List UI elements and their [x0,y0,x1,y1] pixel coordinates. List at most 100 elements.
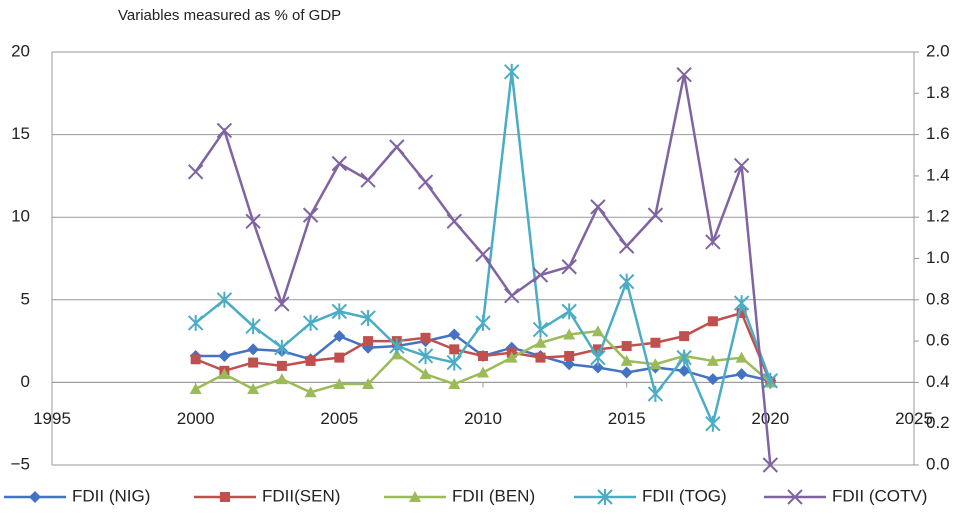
data-point [762,372,779,389]
data-point [678,364,691,377]
data-point [475,314,491,331]
data-point [187,164,204,180]
x-tick-label: 2015 [608,409,646,428]
y2-tick-label: 0.2 [926,413,950,432]
data-point [563,358,576,371]
y2-tick-label: 0.8 [926,289,950,308]
data-point [735,351,748,363]
y-tick-label: 20 [11,41,30,60]
data-point [735,368,748,381]
data-point [563,328,576,340]
data-point [532,267,549,283]
data-point [762,457,779,473]
y-tick-label: −5 [11,454,30,473]
data-point [446,213,462,230]
data-point [475,246,491,263]
data-point [676,349,692,366]
data-point [218,368,231,380]
legend-marker [597,489,613,505]
legend-marker [220,492,230,502]
data-point [216,122,233,139]
data-point [245,318,261,335]
data-point [363,336,374,347]
data-point [706,354,719,366]
data-point [561,259,577,275]
data-point [649,358,662,370]
legend-label: FDII(SEN) [262,486,340,505]
data-point [389,338,405,355]
y-tick-label: 0 [21,372,30,391]
y2-tick-label: 1.2 [926,207,950,226]
data-point [504,63,520,80]
data-point [705,415,721,432]
data-point [647,385,664,402]
data-point [247,383,260,395]
data-point [618,273,635,290]
data-point [302,314,319,331]
data-point [389,139,405,155]
y2-tick-label: 2.0 [926,41,950,60]
data-point [564,350,575,361]
data-point [187,314,204,331]
data-point [676,67,692,83]
data-point [333,378,346,390]
data-point [478,350,488,361]
data-point [535,352,546,363]
data-point [621,341,632,352]
data-point [590,199,606,215]
data-point [647,207,664,223]
x-tick-label: 2005 [320,409,358,428]
data-point [620,366,633,379]
y2-tick-label: 1.0 [926,248,950,267]
data-point [218,349,231,362]
data-point [705,234,721,250]
data-point [707,316,718,327]
x-tick-label: 2020 [751,409,789,428]
data-point [276,360,287,371]
legend-label: FDII (COTV) [832,486,927,505]
data-point [333,330,346,343]
legend-marker [409,491,421,502]
data-point [305,355,316,366]
x-tick-label: 1995 [33,409,71,428]
data-point [592,344,603,355]
data-point [591,325,604,337]
x-tick-label: 2010 [464,409,502,428]
data-point [650,337,661,348]
y2-tick-label: 0.4 [926,372,950,391]
y2-tick-label: 0.6 [926,331,950,350]
data-point [360,172,376,188]
data-point [274,296,290,312]
data-point [591,361,604,374]
data-point [505,351,518,363]
data-point [216,291,233,308]
legend-marker [29,491,41,503]
series-line [194,74,772,466]
data-point [331,303,348,320]
data-point [302,207,319,223]
x-tick-label: 2000 [177,409,215,428]
data-point [331,155,348,172]
data-point [448,378,461,390]
data-point [420,332,431,343]
chart-subtitle: Variables measured as % of GDP [118,7,341,24]
y-tick-label: 5 [21,289,30,308]
data-point [190,354,201,365]
legend-label: FDII (BEN) [452,486,535,505]
data-point [618,238,635,254]
data-point [275,373,288,385]
data-point [477,366,489,378]
data-point [620,354,633,366]
data-point [334,352,345,363]
data-point [561,303,577,320]
y2-tick-label: 1.4 [926,165,950,184]
data-point [245,213,261,230]
legend-marker [787,489,803,505]
y2-tick-label: 1.8 [926,83,950,102]
data-point [417,347,434,364]
legend-label: FDII (TOG) [642,486,727,505]
data-point [736,308,747,319]
data-point [733,157,750,174]
data-point [679,331,690,342]
